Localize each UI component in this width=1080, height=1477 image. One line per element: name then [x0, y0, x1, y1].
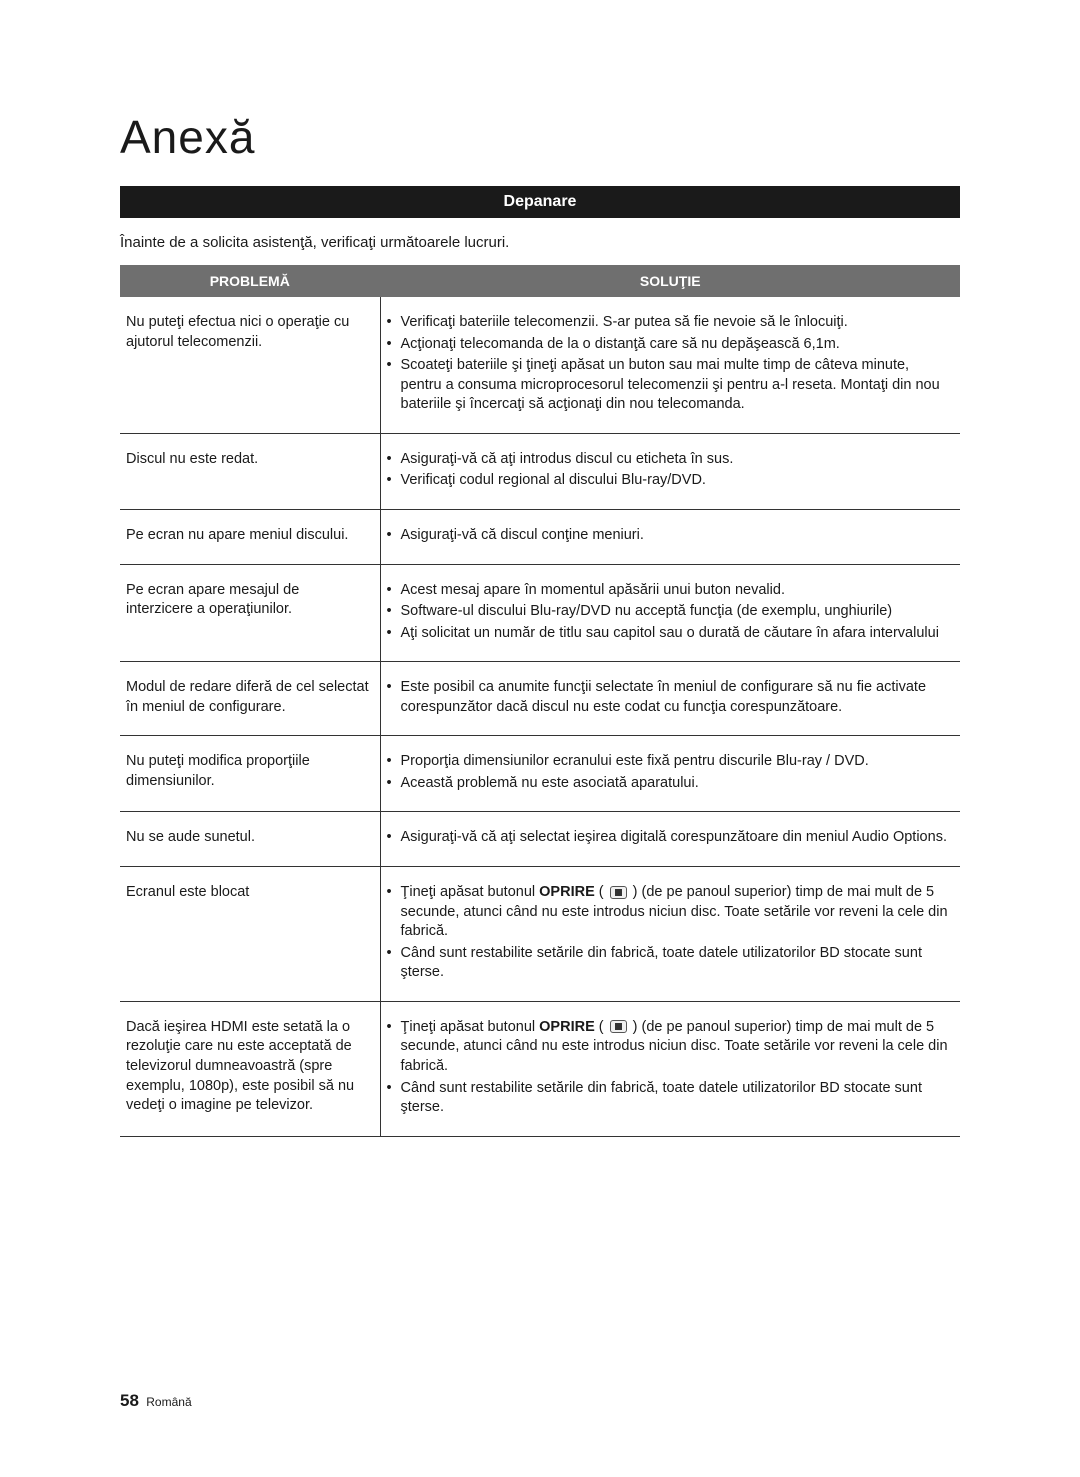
problem-cell: Pe ecran nu apare meniul discului.	[120, 509, 380, 564]
problem-cell: Nu puteţi efectua nici o operaţie cu aju…	[120, 297, 380, 433]
page-number: 58	[120, 1391, 139, 1410]
list-item: Este posibil ca anumite funcţii selectat…	[387, 678, 955, 717]
table-row: Discul nu este redat. Asiguraţi-vă că aţi…	[120, 433, 960, 509]
stop-icon	[610, 886, 627, 899]
solution-list: Proporţia dimensiunilor ecranului este f…	[387, 752, 955, 793]
col-header-problem: PROBLEMĂ	[120, 265, 380, 297]
solution-bold-label: OPRIRE	[539, 1019, 595, 1035]
solution-list: Asiguraţi-vă că aţi introdus discul cu e…	[387, 450, 955, 491]
list-item: Acest mesaj apare în momentul apăsării u…	[387, 581, 955, 601]
page-title: Anexă	[120, 110, 960, 164]
solution-cell: Ţineţi apăsat butonul OPRIRE ( ) (de pe …	[380, 1001, 960, 1136]
table-row: Modul de redare diferă de cel selectat î…	[120, 662, 960, 736]
solution-cell: Asiguraţi-vă că aţi selectat ieşirea dig…	[380, 812, 960, 867]
table-row: Pe ecran nu apare meniul discului. Asigur…	[120, 509, 960, 564]
solution-cell: Ţineţi apăsat butonul OPRIRE ( ) (de pe …	[380, 867, 960, 1002]
solution-cell: Este posibil ca anumite funcţii selectat…	[380, 662, 960, 736]
stop-icon	[610, 1020, 627, 1033]
solution-list: Ţineţi apăsat butonul OPRIRE ( ) (de pe …	[387, 883, 955, 983]
list-item: Când sunt restabilite setările din fabri…	[387, 944, 955, 983]
list-item: Această problemă nu este asociată aparat…	[387, 774, 955, 794]
solution-cell: Proporţia dimensiunilor ecranului este f…	[380, 736, 960, 812]
list-item: Aţi solicitat un număr de titlu sau capi…	[387, 624, 955, 644]
problem-cell: Modul de redare diferă de cel selectat î…	[120, 662, 380, 736]
section-header: Depanare	[120, 186, 960, 218]
table-row: Dacă ieşirea HDMI este setată la o rezol…	[120, 1001, 960, 1136]
page-footer: 58 Română	[120, 1391, 192, 1411]
list-item: Asiguraţi-vă că aţi selectat ieşirea dig…	[387, 828, 955, 848]
solution-bold-label: OPRIRE	[539, 884, 595, 900]
problem-cell: Pe ecran apare mesajul de interzicere a …	[120, 564, 380, 662]
table-row: Pe ecran apare mesajul de interzicere a …	[120, 564, 960, 662]
solution-text-pre: Ţineţi apăsat butonul	[401, 884, 540, 900]
list-item: Când sunt restabilite setările din fabri…	[387, 1079, 955, 1118]
list-item: Scoateţi bateriile şi ţineţi apăsat un b…	[387, 356, 955, 415]
solution-list: Asiguraţi-vă că aţi selectat ieşirea dig…	[387, 828, 955, 848]
solution-list: Asiguraţi-vă că discul conţine meniuri.	[387, 526, 955, 546]
solution-list: Ţineţi apăsat butonul OPRIRE ( ) (de pe …	[387, 1018, 955, 1118]
list-item: Verificaţi codul regional al discului Bl…	[387, 471, 955, 491]
solution-list: Verificaţi bateriile telecomenzii. S-ar …	[387, 313, 955, 415]
list-item: Asiguraţi-vă că aţi introdus discul cu e…	[387, 450, 955, 470]
solution-list: Acest mesaj apare în momentul apăsării u…	[387, 581, 955, 644]
list-item: Verificaţi bateriile telecomenzii. S-ar …	[387, 313, 955, 333]
solution-cell: Acest mesaj apare în momentul apăsării u…	[380, 564, 960, 662]
list-item: Ţineţi apăsat butonul OPRIRE ( ) (de pe …	[387, 1018, 955, 1077]
problem-cell: Ecranul este blocat	[120, 867, 380, 1002]
solution-cell: Verificaţi bateriile telecomenzii. S-ar …	[380, 297, 960, 433]
solution-cell: Asiguraţi-vă că aţi introdus discul cu e…	[380, 433, 960, 509]
col-header-solution: SOLUŢIE	[380, 265, 960, 297]
intro-text: Înainte de a solicita asistenţă, verific…	[120, 234, 960, 251]
list-item: Software-ul discului Blu-ray/DVD nu acce…	[387, 602, 955, 622]
table-row: Nu se aude sunetul. Asiguraţi-vă că aţi s…	[120, 812, 960, 867]
problem-cell: Dacă ieşirea HDMI este setată la o rezol…	[120, 1001, 380, 1136]
problem-cell: Nu puteţi modifica proporţiile dimensiun…	[120, 736, 380, 812]
table-row: Nu puteţi modifica proporţiile dimensiun…	[120, 736, 960, 812]
footer-language: Română	[146, 1395, 191, 1409]
solution-list: Este posibil ca anumite funcţii selectat…	[387, 678, 955, 717]
solution-cell: Asiguraţi-vă că discul conţine meniuri.	[380, 509, 960, 564]
solution-text-pre: Ţineţi apăsat butonul	[401, 1019, 540, 1035]
troubleshooting-table: PROBLEMĂ SOLUŢIE Nu puteţi efectua nici …	[120, 265, 960, 1137]
table-row: Nu puteţi efectua nici o operaţie cu aju…	[120, 297, 960, 433]
table-header-row: PROBLEMĂ SOLUŢIE	[120, 265, 960, 297]
problem-cell: Discul nu este redat.	[120, 433, 380, 509]
list-item: Acţionaţi telecomanda de la o distanţă c…	[387, 335, 955, 355]
table-row: Ecranul este blocatŢineţi apăsat butonul…	[120, 867, 960, 1002]
list-item: Asiguraţi-vă că discul conţine meniuri.	[387, 526, 955, 546]
list-item: Proporţia dimensiunilor ecranului este f…	[387, 752, 955, 772]
list-item: Ţineţi apăsat butonul OPRIRE ( ) (de pe …	[387, 883, 955, 942]
problem-cell: Nu se aude sunetul.	[120, 812, 380, 867]
